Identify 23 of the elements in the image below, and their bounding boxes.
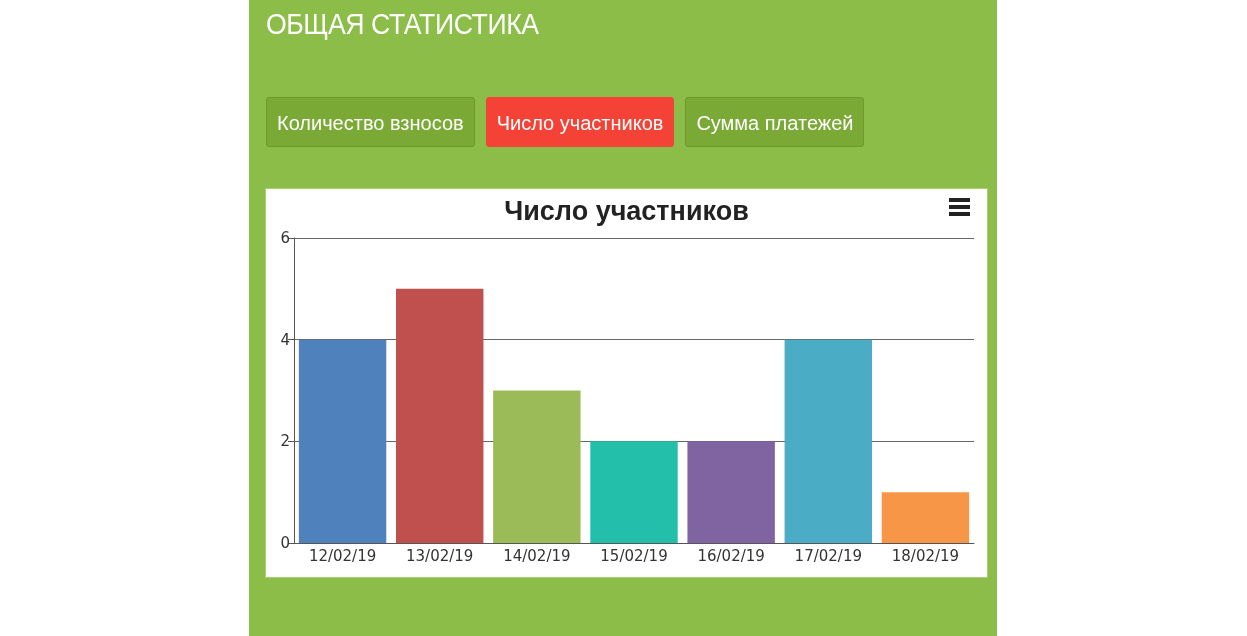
y-tick-label: 0 <box>280 534 290 552</box>
y-tick-label: 6 <box>280 229 290 247</box>
bar <box>493 390 581 543</box>
x-tick-label: 15/02/19 <box>600 546 668 565</box>
y-tick-label: 4 <box>280 330 290 349</box>
x-tick-label: 13/02/19 <box>406 546 474 565</box>
text: Количество взносов <box>266 97 475 147</box>
bar <box>298 339 387 543</box>
x-tick-label: 18/02/19 <box>891 546 960 565</box>
text: Сумма платежей <box>685 97 865 147</box>
bar <box>687 441 775 543</box>
text: ОБЩАЯ СТАТИСТИКА <box>266 8 539 41</box>
bar <box>590 441 678 543</box>
bar <box>784 339 872 543</box>
x-tick-label: 14/02/19 <box>503 546 571 565</box>
chart-title: Число участников <box>504 195 749 226</box>
x-tick-label: 16/02/19 <box>697 546 765 565</box>
x-tick-label: 17/02/19 <box>794 546 862 565</box>
y-tick-label: 2 <box>280 432 290 451</box>
x-tick-label: 12/02/19 <box>308 546 377 565</box>
text: Число участников <box>485 97 675 147</box>
bar <box>396 288 484 543</box>
bar <box>881 492 970 543</box>
